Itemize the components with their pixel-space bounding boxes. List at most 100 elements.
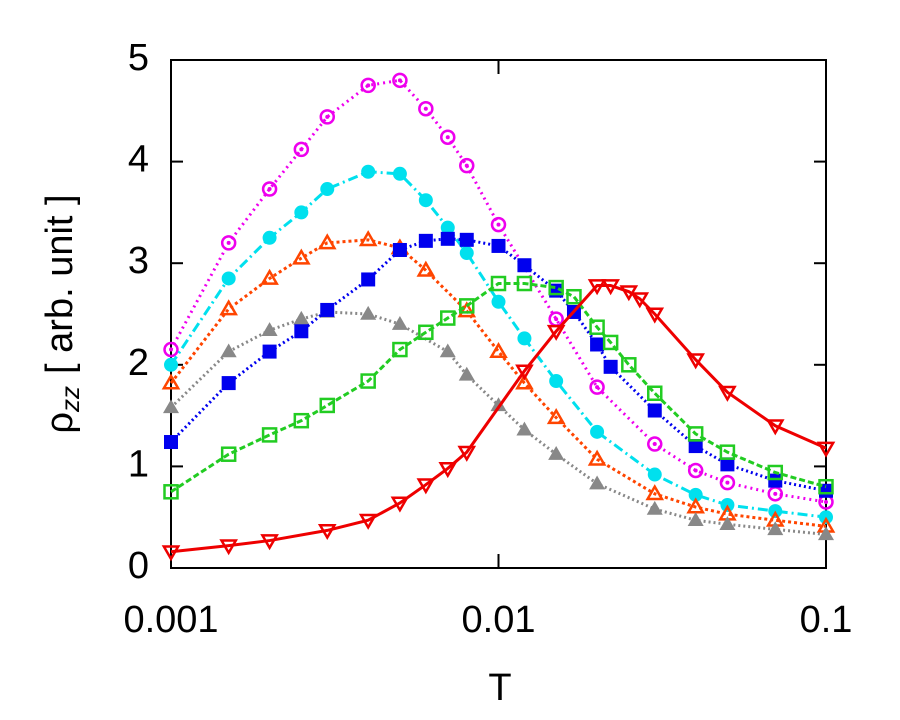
data-point [630, 292, 650, 309]
data-point [549, 374, 564, 389]
data-point [163, 341, 179, 358]
data-point [548, 279, 564, 296]
data-point [647, 436, 663, 452]
x-tick-label: 0.001 [123, 599, 218, 641]
data-point [162, 399, 180, 414]
data-point [687, 462, 704, 479]
data-point [589, 475, 606, 490]
series-line [170, 284, 827, 554]
data-point [603, 359, 618, 374]
data-point [458, 366, 475, 381]
data-point [647, 403, 662, 418]
data-point [293, 141, 310, 158]
data-point [817, 526, 835, 541]
data-point [491, 238, 506, 253]
data-point [767, 464, 784, 481]
y-tick-label: 5 [128, 37, 149, 79]
data-point [221, 376, 236, 391]
data-point-center [595, 385, 600, 390]
data-point [718, 385, 737, 402]
data-point [260, 268, 279, 285]
data-point [416, 260, 436, 277]
data-point [590, 424, 605, 439]
data-point [161, 545, 181, 562]
data-point [358, 230, 378, 247]
data-point [361, 164, 376, 179]
data-point [459, 157, 475, 174]
data-point [767, 521, 784, 536]
data-point [319, 109, 336, 125]
data-point [457, 445, 477, 462]
data-point [221, 271, 236, 286]
data-point [320, 302, 335, 317]
data-point-center [773, 491, 778, 496]
data-point [261, 322, 278, 336]
data-point [163, 484, 179, 500]
data-point [687, 512, 704, 526]
data-point [294, 324, 309, 339]
data-point [719, 516, 736, 531]
data-point [440, 129, 456, 145]
data-point [816, 441, 836, 458]
data-point [220, 343, 237, 358]
data-point [440, 231, 455, 246]
data-point [392, 166, 407, 181]
data-point [645, 484, 665, 501]
data-point [294, 205, 309, 220]
data-point-center [366, 83, 371, 88]
data-point-center [824, 499, 828, 504]
y-axis-label: ρzz [ arb. unit ] [39, 194, 85, 433]
data-point [587, 449, 607, 466]
data-point [590, 337, 605, 352]
data-point [459, 298, 475, 314]
data-point [392, 341, 408, 358]
data-point-center [464, 163, 469, 168]
data-point [602, 334, 619, 351]
data-point [164, 435, 178, 450]
data-point [439, 343, 456, 358]
y-axis-label-symbol: ρ [39, 412, 81, 434]
data-point-center [325, 114, 330, 119]
data-point [517, 331, 532, 346]
data-point-center [299, 147, 304, 152]
data-point [589, 379, 605, 395]
data-point-center [554, 317, 559, 322]
data-point [686, 353, 705, 370]
data-point-center [445, 135, 450, 140]
data-point [262, 230, 277, 245]
data-point [360, 305, 377, 320]
data-point [161, 373, 181, 390]
data-point [392, 242, 407, 257]
data-point [438, 461, 458, 479]
data-point [516, 275, 533, 292]
data-point [491, 294, 506, 309]
data-point [219, 539, 238, 556]
y-tick-label: 0 [128, 545, 149, 587]
data-point [220, 446, 237, 462]
data-point [548, 446, 565, 460]
data-point-center [267, 187, 272, 192]
data-point [440, 310, 456, 326]
y-tick-label: 1 [128, 443, 149, 485]
data-point [687, 426, 704, 442]
data-point [317, 233, 337, 250]
data-point-center [652, 442, 657, 447]
data-point [589, 319, 605, 335]
data-point-center [423, 106, 428, 111]
x-tick-label: 0.01 [462, 599, 536, 641]
data-point [416, 478, 436, 495]
data-point [647, 385, 663, 401]
data-point [164, 357, 178, 372]
data-point [418, 233, 433, 248]
y-tick-label: 3 [128, 240, 149, 282]
data-point [219, 299, 238, 316]
data-point [260, 534, 279, 551]
data-point [418, 324, 434, 341]
data-point [220, 235, 237, 251]
data-point [358, 513, 378, 530]
data-point [490, 216, 507, 233]
data-point [317, 523, 337, 541]
y-axis-label-subscript: zz [55, 386, 85, 413]
y-tick-label: 4 [128, 139, 149, 181]
